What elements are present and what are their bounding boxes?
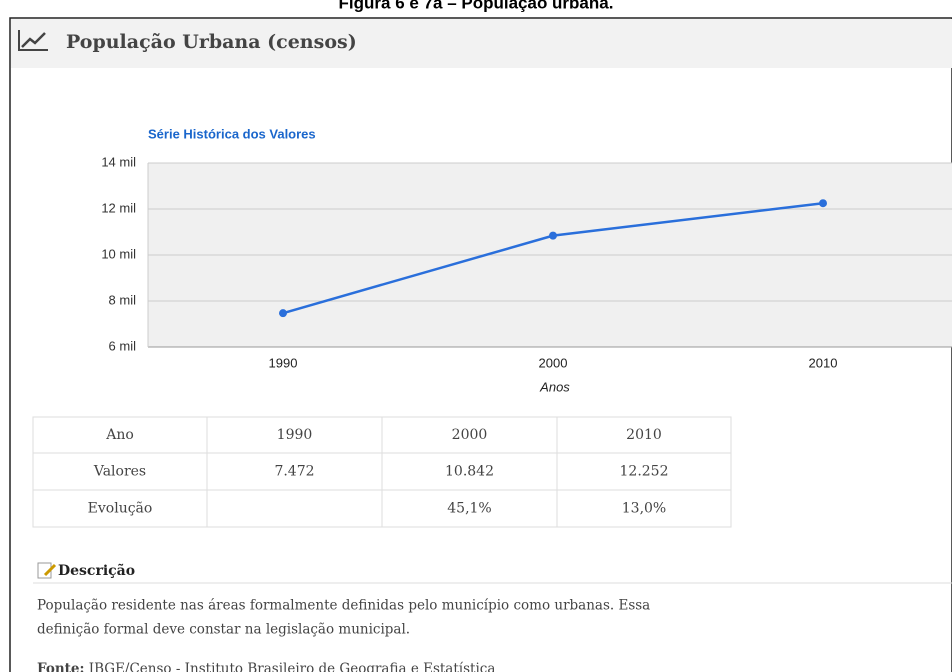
x-tick-label: 1990 (269, 355, 298, 370)
y-tick-label: 8 mil (109, 292, 137, 307)
x-tick-label: 2000 (539, 355, 568, 370)
y-tick-label: 12 mil (101, 200, 136, 215)
chart-title: Série Histórica dos Valores (148, 126, 316, 141)
table-cell: 2010 (626, 427, 662, 443)
table-cell: 1990 (277, 427, 313, 443)
table-cell: 2000 (452, 427, 488, 443)
table-cell: 12.252 (620, 464, 669, 480)
table-cell: Evolução (88, 501, 153, 517)
description-line: definição formal deve constar na legisla… (37, 622, 410, 638)
panel-header (11, 19, 952, 68)
x-tick-label: 2010 (809, 355, 838, 370)
table-cell: Ano (105, 427, 134, 443)
source-label: Fonte: (37, 661, 84, 672)
y-tick-label: 10 mil (101, 246, 136, 261)
point (549, 231, 557, 240)
icon-description (37, 562, 57, 579)
table-cell: 10.842 (445, 464, 494, 480)
table-cell: 7.472 (274, 464, 314, 480)
y-tick-label: 6 mil (109, 338, 137, 353)
table-cell: Valores (93, 464, 146, 480)
chart-icon (18, 30, 48, 51)
table-cell: 13,0% (622, 501, 666, 517)
description-line: População residente nas áreas formalment… (37, 598, 650, 614)
table-cell: 45,1% (447, 501, 491, 517)
source-text: IBGE/Censo - Instituto Brasileiro de Geo… (89, 661, 496, 672)
description-heading: Descrição (58, 562, 135, 579)
point (279, 309, 287, 318)
source: Fonte: IBGE/Censo - Instituto Brasileiro… (37, 661, 495, 672)
caption: Figura 6 e 7a – População urbana. (339, 0, 614, 12)
x-axis-label: Anos (539, 379, 570, 394)
y-tick-label: 14 mil (101, 154, 136, 169)
panel-title: População Urbana (censos) (66, 31, 357, 53)
point (819, 199, 827, 208)
